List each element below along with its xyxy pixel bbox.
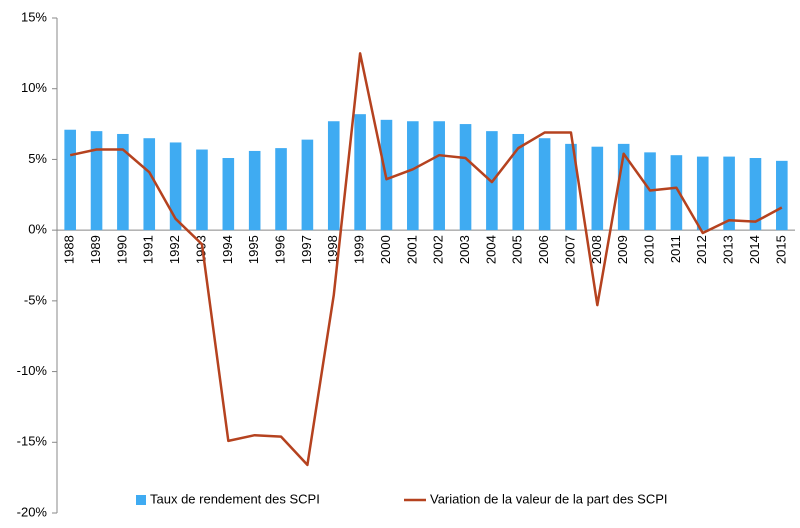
bar: [327, 121, 340, 231]
bar: [512, 133, 525, 231]
x-tick-label: 2010: [641, 235, 656, 264]
y-tick-label: -15%: [17, 434, 48, 449]
bar: [565, 143, 577, 231]
bar: [275, 148, 287, 231]
y-tick-label: 15%: [21, 9, 47, 24]
legend-label: Taux de rendement des SCPI: [150, 491, 320, 506]
y-tick-label: -20%: [17, 504, 48, 519]
bar: [617, 143, 630, 231]
bar: [354, 114, 366, 231]
x-tick-label: 2015: [773, 235, 788, 264]
legend-swatch: [136, 495, 146, 505]
bar: [248, 150, 261, 231]
x-tick-label: 2005: [510, 235, 525, 264]
x-tick-label: 1988: [62, 235, 77, 264]
bar: [64, 129, 76, 231]
x-tick-label: 2012: [694, 235, 709, 264]
x-tick-label: 2008: [589, 235, 604, 264]
x-tick-label: 2000: [378, 235, 393, 264]
bar: [459, 124, 472, 231]
x-tick-label: 2004: [483, 235, 498, 264]
x-tick-label: 1991: [141, 235, 156, 264]
bar: [222, 158, 235, 231]
legend-label: Variation de la valeur de la part des SC…: [430, 491, 668, 506]
x-tick-label: 2011: [668, 235, 683, 263]
x-tick-label: 2013: [721, 235, 736, 264]
x-tick-label: 2001: [404, 235, 419, 264]
x-tick-label: 2002: [431, 235, 446, 264]
x-tick-label: 1990: [114, 235, 129, 264]
x-tick-label: 1997: [299, 235, 314, 264]
bar: [538, 138, 551, 231]
bar: [90, 131, 103, 231]
y-tick-label: 5%: [28, 151, 47, 166]
bar: [196, 149, 208, 231]
x-tick-label: 2006: [536, 235, 551, 264]
bar: [591, 146, 604, 231]
bar: [433, 121, 445, 231]
y-tick-label: -10%: [17, 363, 48, 378]
x-tick-label: 1994: [220, 235, 235, 264]
y-tick-label: 10%: [21, 80, 47, 95]
x-tick-label: 2007: [562, 235, 577, 264]
bar: [169, 142, 182, 231]
x-tick-label: 1989: [88, 235, 103, 264]
bar: [143, 138, 156, 231]
bar: [301, 139, 314, 231]
x-tick-label: 1998: [325, 235, 340, 264]
x-tick-label: 1996: [272, 235, 287, 264]
bar: [723, 156, 735, 231]
x-tick-label: 2009: [615, 235, 630, 264]
x-tick-label: 2014: [747, 235, 762, 264]
bar: [117, 133, 129, 231]
y-tick-label: 0%: [28, 222, 47, 237]
bar: [407, 121, 419, 231]
y-tick-label: -5%: [24, 292, 48, 307]
x-tick-label: 2003: [457, 235, 472, 264]
x-tick-label: 1999: [352, 235, 367, 264]
x-tick-label: 1992: [167, 235, 182, 264]
bar: [749, 158, 762, 231]
bar: [670, 155, 683, 231]
x-tick-label: 1995: [246, 235, 261, 264]
bar: [776, 160, 788, 231]
line: [69, 52, 783, 467]
bar: [696, 156, 709, 231]
